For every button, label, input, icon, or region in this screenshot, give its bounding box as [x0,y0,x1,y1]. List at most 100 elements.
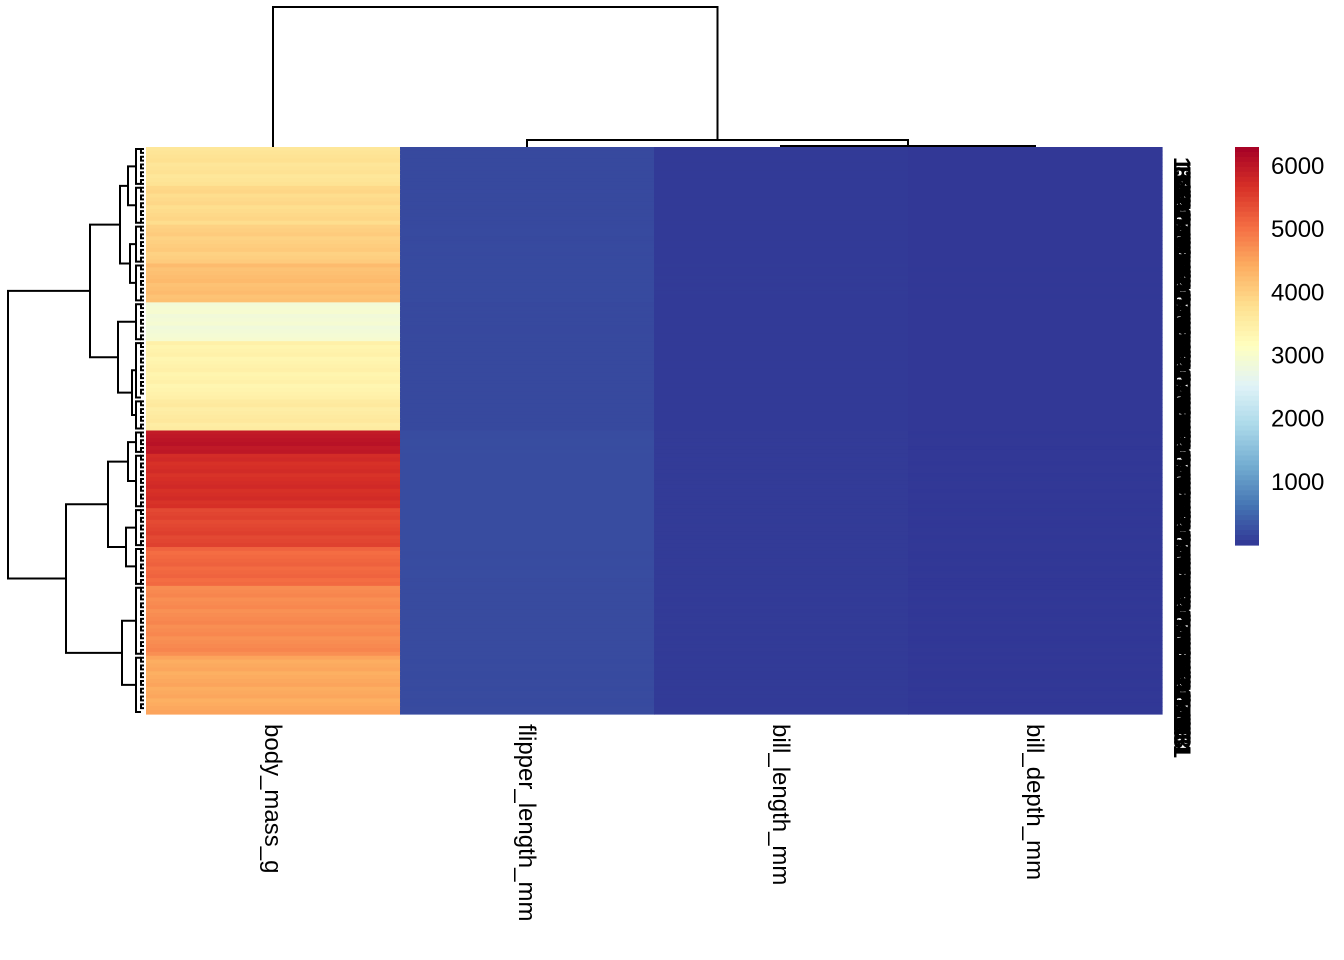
heatmap-cell [908,255,1163,261]
heatmap-cell [146,294,401,300]
heatmap-cell [654,255,909,261]
row-label: 42 [1168,223,1195,250]
heatmap-cell [654,380,909,385]
row-label: 150 [1168,643,1195,683]
heatmap-cell [400,539,655,544]
heatmap-cell [400,694,655,700]
heatmap-cell [908,341,1163,346]
heatmap-cell [654,647,909,653]
legend-swatch [1235,465,1259,471]
heatmap-cell [146,651,401,657]
legend-swatch [1235,176,1259,183]
legend-swatch [1235,316,1259,322]
heatmap-cell [654,181,909,187]
heatmap-cell [908,519,1163,525]
heatmap-cell [400,317,655,323]
row-label: 22 [1168,581,1195,608]
legend-swatch [1235,226,1259,233]
heatmap-cell [654,457,909,463]
heatmap-cell [908,527,1163,533]
legend-tick-label: 6000 [1271,153,1324,180]
heatmap-cell [654,158,909,164]
heatmap-cell [400,205,655,210]
row-dendrogram-branch [140,454,144,461]
heatmap-cell [146,185,401,191]
heatmap-cell [146,597,401,602]
heatmap-cell [146,286,401,292]
heatmap-cell [654,360,909,366]
row-dendrogram-branch [140,210,144,216]
heatmap-cell [146,236,401,241]
heatmap-cell [146,636,401,641]
legend-tick-label: 2000 [1271,406,1324,433]
heatmap-cell [400,562,655,568]
heatmap-cell [908,275,1163,280]
heatmap-cell [146,449,401,455]
legend-swatch [1235,281,1259,287]
heatmap-cell [146,671,401,676]
heatmap-cell [908,620,1163,626]
heatmap-cell [146,531,401,536]
heatmap-cell [146,543,401,548]
row-label: 131 [1168,237,1195,277]
heatmap-cell [400,515,655,521]
heatmap-cell [400,360,655,366]
heatmap-cell [908,597,1163,602]
heatmap-cell [654,570,909,575]
heatmap-cell [654,189,909,195]
heatmap-cell [400,352,655,358]
row-dendrogram-branch [140,656,144,663]
heatmap-cell [146,259,401,265]
heatmap-cell [908,710,1163,715]
heatmap-cell [400,640,655,645]
heatmap-cell [400,535,655,540]
heatmap-cell [654,352,909,358]
heatmap-cell [654,422,909,428]
legend-swatch [1235,336,1259,342]
heatmap-cell [908,228,1163,234]
heatmap-cell [146,430,401,435]
row-label: 227 [1168,676,1195,716]
legend-swatch [1235,171,1259,178]
heatmap-cell [654,376,909,381]
heatmap-cell [146,492,401,498]
heatmap-cell [400,329,655,335]
row-dendrogram-branch [140,171,144,178]
row-label: 131 [1168,157,1195,197]
legend-swatch [1235,271,1259,277]
row-dendrogram-branch [7,289,90,580]
row-dendrogram-branch [140,439,144,446]
row-label: 131 [1168,558,1195,598]
heatmap-cell [400,209,655,214]
row-dendrogram-branch [121,619,136,686]
heatmap-cell [400,651,655,657]
heatmap-cell [908,558,1163,564]
row-dendrogram-branch [140,272,144,279]
heatmap-cell [654,197,909,202]
row-dendrogram-branch [140,462,144,469]
heatmap-cell [146,166,401,171]
row-label: 293 [1168,468,1195,508]
heatmap-cell [400,224,655,230]
row-label: 306 [1168,265,1195,305]
heatmap-cell [908,453,1163,459]
heatmap-cell [146,484,401,490]
heatmap-cell [908,574,1163,579]
heatmap-cell [654,166,909,171]
heatmap-cell [400,325,655,331]
heatmap-cell [908,422,1163,428]
legend-swatch [1235,525,1259,531]
heatmap-cell [400,550,655,556]
heatmap-cell [654,174,909,179]
heatmap-cell [146,282,401,288]
heatmap-cell [400,504,655,509]
row-label: 17 [1168,534,1195,561]
heatmap-cell [908,632,1163,637]
row-dendrogram-branch [140,602,144,609]
heatmap-cell [400,240,655,245]
heatmap-cell [400,496,655,502]
row-dendrogram-branch [140,446,144,453]
heatmap-cell [908,414,1163,420]
heatmap-cell [908,644,1163,649]
heatmap-cell [654,259,909,265]
